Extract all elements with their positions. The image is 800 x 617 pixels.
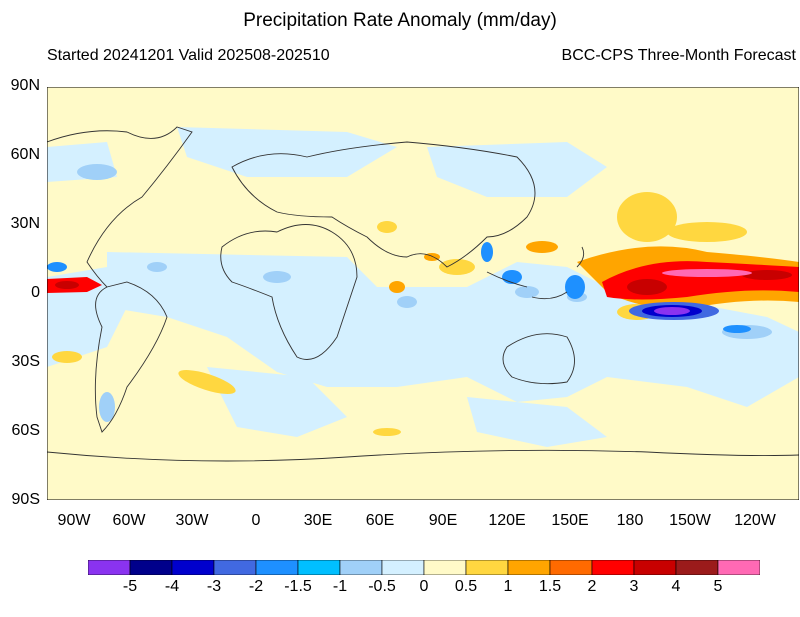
colorbar-label: -4 bbox=[164, 578, 180, 595]
australia-coast bbox=[502, 333, 575, 385]
colorbar-label: 1.5 bbox=[538, 578, 562, 595]
lat-label-0: 0 bbox=[31, 284, 40, 301]
map-title: Precipitation Rate Anomaly (mm/day) bbox=[243, 10, 557, 31]
eurasia-coast bbox=[231, 141, 536, 268]
africa-coast bbox=[220, 224, 358, 360]
colorbar-swatch-4 bbox=[255, 560, 299, 575]
lat-label-30n: 30N bbox=[10, 215, 40, 232]
colorbar-label: 3 bbox=[629, 578, 639, 595]
lon-label-90e: 90E bbox=[428, 512, 458, 529]
lon-label-180: 180 bbox=[616, 512, 644, 529]
lon-label-30w: 30W bbox=[175, 512, 209, 529]
colorbar-label: -1.5 bbox=[284, 578, 312, 595]
lon-label-150e: 150E bbox=[551, 512, 589, 529]
colorbar-label: 0 bbox=[419, 578, 429, 595]
maritime-continent-coast bbox=[486, 246, 585, 300]
lon-label-90w: 90W bbox=[57, 512, 91, 529]
colorbar-label: -1 bbox=[332, 578, 348, 595]
pink-anomaly-patch bbox=[662, 269, 752, 277]
forecast-period: Started 20241201 Valid 202508-202510 bbox=[47, 47, 330, 64]
north-america-coast bbox=[47, 126, 193, 288]
colorbar-swatch-11 bbox=[549, 560, 593, 575]
colorbar-swatch-8 bbox=[423, 560, 467, 575]
colorbar-swatch-7 bbox=[381, 560, 425, 575]
colorbar-swatch-5 bbox=[297, 560, 341, 575]
lon-label-0: 0 bbox=[251, 512, 261, 529]
colorbar-swatch-15 bbox=[717, 560, 760, 575]
colorbar-label: -0.5 bbox=[368, 578, 396, 595]
lat-label-90n: 90N bbox=[10, 77, 40, 94]
colorbar-swatch-3 bbox=[213, 560, 257, 575]
colorbar-label: 4 bbox=[671, 578, 681, 595]
lon-label-120w: 120W bbox=[734, 512, 776, 529]
lat-label-60s: 60S bbox=[11, 422, 40, 439]
colorbar-label: -3 bbox=[206, 578, 222, 595]
colorbar-swatch-14 bbox=[675, 560, 719, 575]
colorbar-swatch-12 bbox=[591, 560, 635, 575]
colorbar-swatch-1 bbox=[129, 560, 173, 575]
colorbar-swatch-13 bbox=[633, 560, 677, 575]
forecast-source: BCC-CPS Three-Month Forecast bbox=[561, 47, 796, 64]
colorbar-label: -2 bbox=[248, 578, 264, 595]
lon-label-120e: 120E bbox=[488, 512, 526, 529]
colorbar-swatch-2 bbox=[171, 560, 215, 575]
colorbar-label: 1 bbox=[503, 578, 513, 595]
colorbar-swatch-6 bbox=[339, 560, 383, 575]
colorbar-swatch-9 bbox=[465, 560, 509, 575]
colorbar-swatch-10 bbox=[507, 560, 551, 575]
lon-label-60e: 60E bbox=[365, 512, 395, 529]
lon-label-150w: 150W bbox=[669, 512, 711, 529]
colorbar-label: 2 bbox=[587, 578, 597, 595]
lat-label-30s: 30S bbox=[11, 353, 40, 370]
south-america-coast bbox=[94, 281, 168, 433]
colorbar-label: 5 bbox=[713, 578, 723, 595]
lat-label-90s: 90S bbox=[11, 491, 40, 508]
colorbar-swatch-0 bbox=[88, 560, 131, 575]
lat-label-60n: 60N bbox=[10, 146, 40, 163]
colorbar-label: -5 bbox=[122, 578, 138, 595]
dark-red-anomaly-patches bbox=[55, 270, 792, 295]
colorbar bbox=[88, 560, 760, 575]
colorbar-label: 0.5 bbox=[454, 578, 478, 595]
antarctica-coast bbox=[47, 449, 799, 462]
strong-negative-anomaly bbox=[629, 302, 719, 320]
precipitation-anomaly-map bbox=[47, 87, 799, 500]
lon-label-30e: 30E bbox=[303, 512, 333, 529]
lon-label-60w: 60W bbox=[112, 512, 146, 529]
coastlines bbox=[47, 126, 799, 462]
